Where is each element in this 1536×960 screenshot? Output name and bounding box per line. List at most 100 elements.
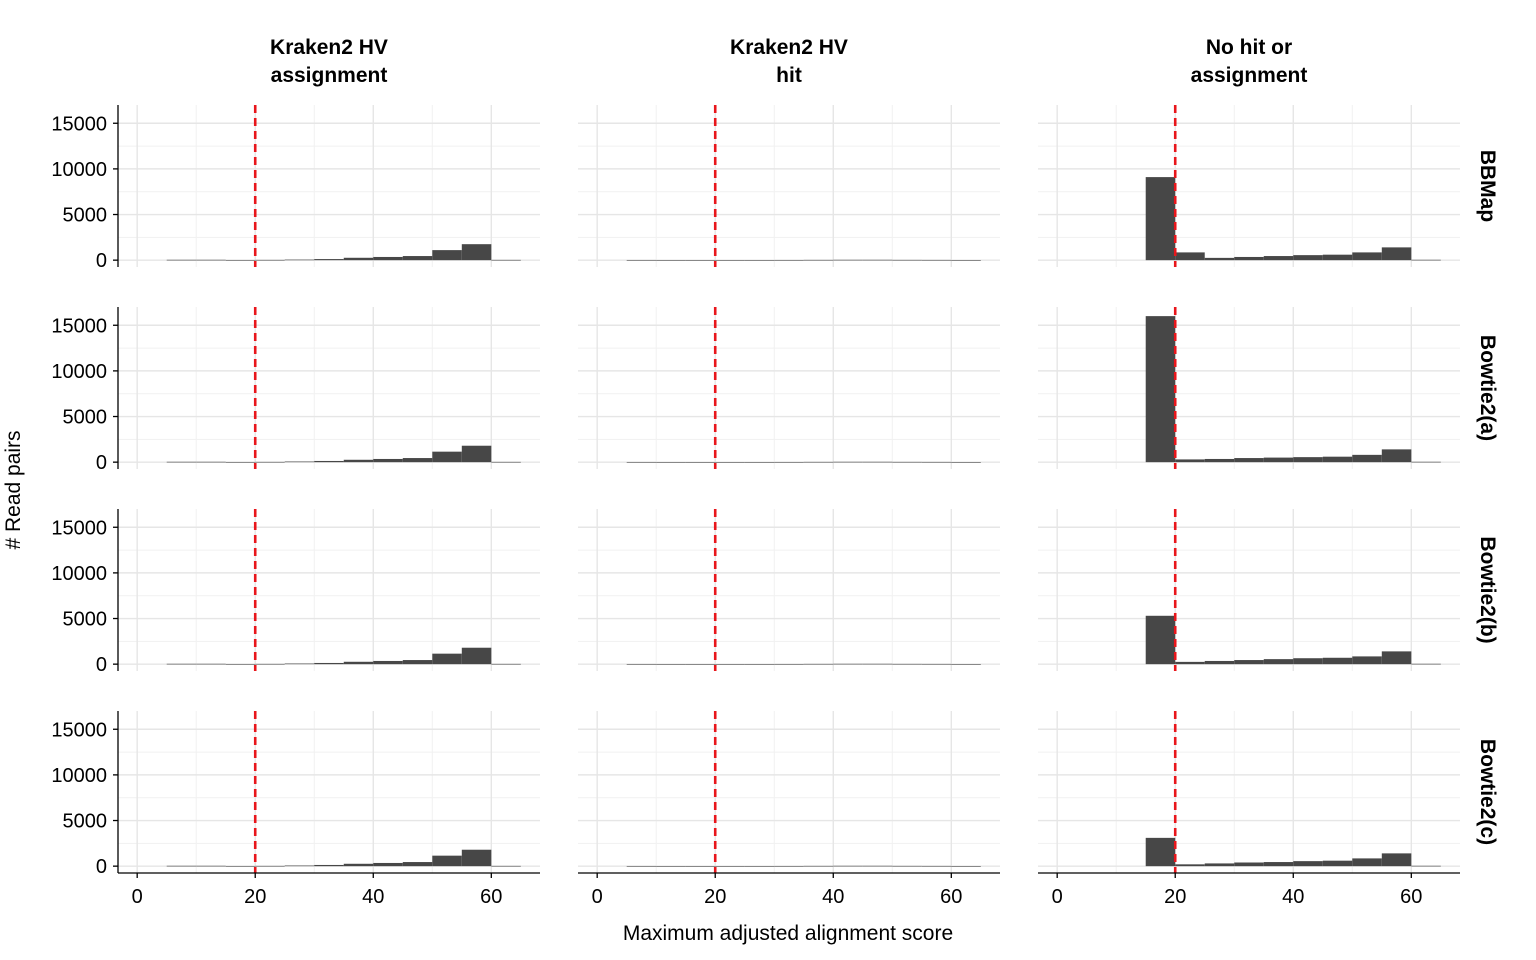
y-tick-label: 0 (96, 452, 107, 474)
row-title-bowtie2-b-: Bowtie2(b) (1476, 536, 1499, 643)
panel-0-1 (578, 105, 1000, 267)
column-title-line: assignment (1191, 64, 1308, 87)
x-tick-label: 20 (704, 886, 726, 908)
histogram-bar (1263, 457, 1294, 463)
histogram-bar (656, 462, 686, 463)
histogram-bar (1175, 459, 1205, 463)
histogram-bar (1204, 863, 1235, 867)
histogram-bar (1322, 456, 1353, 463)
histogram-bar (255, 461, 285, 463)
histogram-bar (1352, 454, 1382, 463)
histogram-bar (1322, 860, 1353, 867)
panel-1-1 (578, 307, 1000, 469)
histogram-bar (774, 461, 804, 463)
histogram-bar (892, 865, 922, 867)
histogram-bar (1204, 458, 1235, 463)
histogram-bar (685, 260, 716, 261)
histogram-bar (862, 663, 893, 665)
histogram-bar (461, 849, 492, 867)
histogram-bar (1234, 256, 1264, 261)
histogram-bar (314, 864, 344, 867)
histogram-bar (803, 461, 834, 463)
histogram-bar (656, 866, 686, 867)
histogram-bar (1322, 254, 1353, 261)
histogram-bar (685, 866, 716, 867)
x-tick-label: 0 (1052, 886, 1063, 908)
panel-1-2 (1038, 307, 1460, 469)
x-tick-label: 0 (592, 886, 603, 908)
panel-2-2 (1038, 509, 1460, 671)
histogram-bar (951, 462, 981, 463)
histogram-bar (833, 865, 863, 867)
histogram-bar (892, 663, 922, 665)
x-tick-label: 40 (1282, 886, 1304, 908)
panel-3-1 (578, 711, 1000, 873)
histogram-bar (284, 865, 315, 867)
histogram-bar (1234, 458, 1264, 463)
histogram-bar (166, 259, 197, 261)
y-axis-title: # Read pairs (2, 430, 25, 549)
panel-0-0 (118, 105, 540, 267)
histogram-bar (774, 663, 804, 665)
histogram-bar (1352, 656, 1382, 665)
panel-2-1 (578, 509, 1000, 671)
histogram-bar (833, 663, 863, 665)
histogram-bar (461, 647, 492, 665)
histogram-bar (685, 664, 716, 665)
histogram-bar (432, 250, 462, 261)
histogram-bar (343, 257, 374, 261)
histogram-bar (626, 461, 657, 463)
histogram-bar (1145, 177, 1176, 261)
histogram-bar (951, 260, 981, 261)
y-tick-label: 0 (96, 654, 107, 676)
histogram-bar (1145, 837, 1176, 867)
histogram-bar (432, 653, 462, 665)
histogram-bar (1263, 659, 1294, 665)
histogram-bar (921, 663, 952, 665)
row-titles: BBMap Bowtie2(a) Bowtie2(b) Bowtie2(c) (1476, 150, 1499, 845)
histogram-bar (314, 662, 344, 665)
histogram-bar (373, 660, 403, 665)
histogram-bar (343, 661, 374, 665)
histogram-bar (402, 256, 433, 261)
histogram-bar (402, 862, 433, 867)
histogram-bar (892, 259, 922, 261)
histogram-bar (626, 865, 657, 867)
x-tick-label: 60 (1400, 886, 1422, 908)
histogram-bar (1234, 862, 1264, 867)
histogram-bar (862, 865, 893, 867)
histogram-bar (373, 256, 403, 261)
histogram-bar (314, 259, 344, 261)
histogram-bar (1411, 865, 1441, 867)
histogram-bar (715, 260, 745, 261)
histogram-bar (343, 459, 374, 463)
histogram-bar (166, 865, 197, 867)
histogram-bar (166, 663, 197, 665)
histogram-bar (166, 461, 197, 463)
histogram-bar (774, 259, 804, 261)
panel-0-2 (1038, 105, 1460, 267)
histogram-bar (255, 663, 285, 665)
y-tick-label: 0 (96, 856, 107, 878)
histogram-bar (284, 259, 315, 261)
histogram-bar (1204, 257, 1235, 261)
histogram-bar (343, 863, 374, 867)
x-tick-label: 60 (940, 886, 962, 908)
histogram-bar (284, 663, 315, 665)
histogram-bar (225, 663, 256, 665)
y-tick-label: 15000 (51, 315, 107, 337)
y-tick-label: 5000 (63, 811, 108, 833)
histogram-bar (1352, 252, 1382, 261)
x-axes: 0 20 40 60 0 20 40 60 0 20 40 60 (118, 872, 1460, 908)
histogram-bar (1263, 862, 1294, 867)
column-title-line: assignment (271, 64, 388, 87)
histogram-bar (373, 862, 403, 867)
histogram-bar (1293, 457, 1323, 463)
histogram-bar (255, 865, 285, 867)
histogram-bar (491, 259, 521, 261)
panel-3-0 (118, 711, 540, 873)
histogram-bar (1293, 255, 1323, 261)
histogram-bar (715, 462, 745, 463)
histogram-bar (921, 461, 952, 463)
histogram-bar (1175, 864, 1205, 867)
